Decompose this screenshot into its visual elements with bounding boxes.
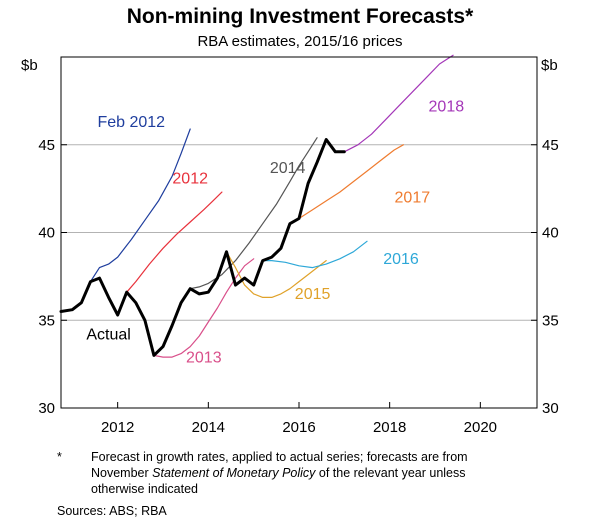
y-tick-label-left: 40: [38, 225, 55, 242]
x-tick-label: 2020: [464, 419, 497, 436]
series-label-2014: 2014: [270, 160, 306, 177]
chart-title: Non-mining Investment Forecasts*: [127, 5, 474, 28]
series-label-actual: Actual: [86, 327, 130, 344]
footnote-line-2: November Statement of Monetary Policy of…: [91, 465, 591, 481]
y-axis-unit-right: $b: [541, 57, 558, 74]
series-label-2012: 2012: [172, 170, 208, 187]
y-axis-unit-left: $b: [21, 57, 38, 74]
footnote-line-1: Forecast in growth rates, applied to act…: [91, 450, 468, 464]
series-lines: [59, 54, 454, 358]
gridlines: [61, 144, 537, 321]
footnote-line-2-post: of the relevant year unless: [315, 466, 466, 480]
series-line-feb-2012: [89, 128, 191, 283]
y-tick-label-right: 40: [542, 225, 559, 242]
series-line-2015: [225, 251, 327, 298]
series-line-2017: [289, 144, 404, 225]
sources: Sources: ABS; RBA: [57, 504, 167, 518]
footnote-publication: Statement of Monetary Policy: [152, 466, 316, 480]
x-tick-label: 2016: [282, 419, 315, 436]
series-label-2017: 2017: [395, 190, 431, 207]
footnote-text: Forecast in growth rates, applied to act…: [91, 449, 591, 497]
y-tick-label-right: 45: [542, 137, 559, 154]
plot-frame: [60, 56, 538, 409]
x-tick-label: 2018: [373, 419, 406, 436]
series-line-2018: [334, 54, 454, 153]
footnote-marker: *: [57, 450, 62, 464]
series-line-2013: [153, 258, 255, 358]
series-label-2013: 2013: [186, 349, 222, 366]
x-tick-label: 2012: [101, 419, 134, 436]
series-label-feb-2012: Feb 2012: [97, 114, 165, 131]
x-tick-label: 2014: [192, 419, 225, 436]
series-line-actual: [59, 138, 346, 357]
axes: 30 30 35 35 40 40 45 45 2012 2014 2016 2018 2020: [38, 137, 558, 436]
series-line-2014: [189, 137, 318, 290]
footnote-line-2-pre: November: [91, 466, 153, 480]
chart-subtitle: RBA estimates, 2015/16 prices: [197, 33, 402, 50]
series-line-2012: [126, 191, 223, 293]
series-labels: Feb 2012 2012 2013 2014 2015 2016 2017 2018 Actu…: [86, 98, 464, 366]
y-tick-label-right: 35: [542, 312, 559, 329]
series-label-2015: 2015: [295, 286, 331, 303]
series-line-2016: [262, 240, 368, 269]
y-tick-label-right: 30: [542, 400, 559, 417]
y-tick-label-left: 35: [38, 312, 55, 329]
series-label-2018: 2018: [429, 98, 465, 115]
y-tick-label-left: 30: [38, 400, 55, 417]
y-tick-label-left: 45: [38, 137, 55, 154]
footnote-line-3: otherwise indicated: [91, 482, 199, 496]
series-label-2016: 2016: [383, 251, 419, 268]
